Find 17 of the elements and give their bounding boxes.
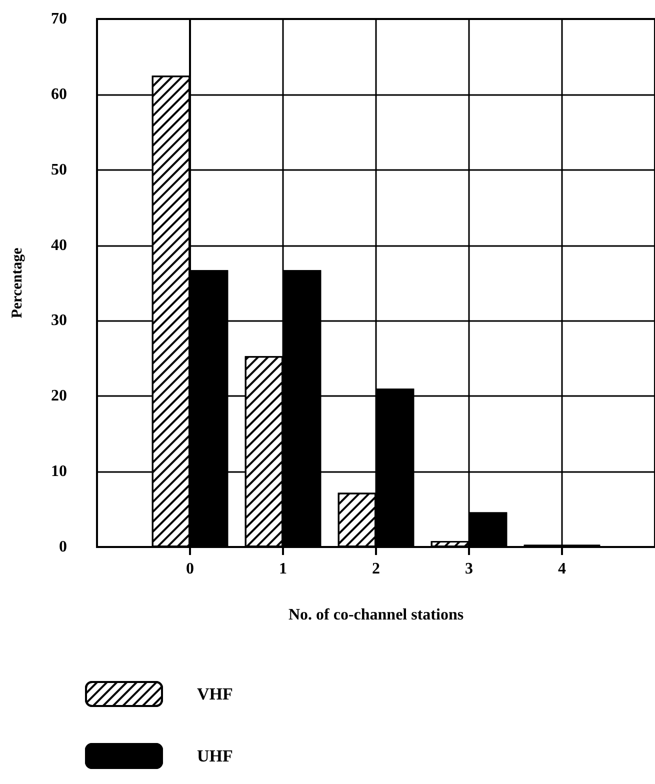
x-axis-title: No. of co-channel stations	[288, 606, 464, 624]
x-tick-label: 4	[558, 560, 566, 578]
y-tick-label: 0	[59, 538, 67, 556]
x-tick-label: 2	[372, 560, 380, 578]
legend-label: UHF	[197, 746, 233, 766]
y-tick-label: 70	[51, 10, 67, 28]
y-tick-label: 40	[51, 236, 67, 254]
y-tick-label: 20	[51, 388, 67, 405]
y-tick-label: 60	[51, 86, 67, 103]
y-axis-title: Percentage	[10, 247, 26, 318]
legend-label: VHF	[197, 684, 233, 704]
y-tick-label: 30	[51, 312, 67, 330]
x-tick-label: 0	[186, 560, 194, 578]
x-tick-label: 1	[279, 560, 287, 578]
x-tick-label: 3	[465, 560, 473, 578]
y-tick-label: 10	[51, 463, 67, 480]
y-tick-label: 50	[51, 161, 67, 178]
